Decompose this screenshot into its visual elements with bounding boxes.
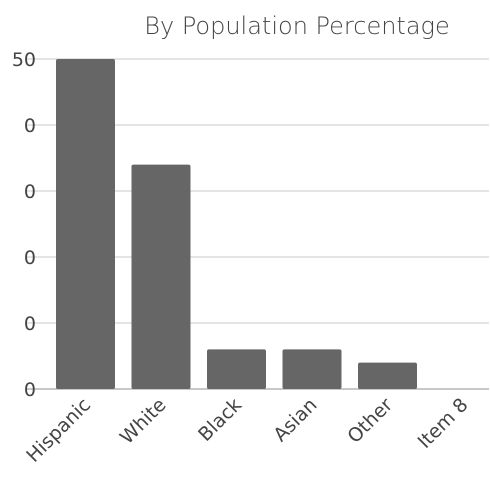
bar-asian <box>282 349 342 389</box>
bar-black <box>207 349 266 389</box>
chart-title: By Population Percentage <box>144 12 449 40</box>
x-tick-label: Asian <box>269 394 321 446</box>
x-tick-label: Other <box>343 394 397 448</box>
x-tick-label: Black <box>194 394 246 446</box>
y-tick-label: 0 <box>24 313 36 335</box>
bar-other <box>358 362 417 389</box>
x-axis-labels: Hispanic White Black Asian Other Item 8 <box>22 394 472 467</box>
bars <box>56 59 417 389</box>
y-tick-label: 50 <box>12 49 36 71</box>
bar-hispanic <box>56 59 115 389</box>
y-tick-label: 0 <box>24 181 36 203</box>
y-tick-label: 0 <box>24 247 36 269</box>
y-tick-label: 0 <box>24 115 36 137</box>
y-axis-ticks: 50 0 0 0 0 0 <box>12 49 36 401</box>
y-tick-label: 0 <box>24 379 36 401</box>
x-tick-label: White <box>116 394 171 449</box>
x-tick-label: Hispanic <box>22 394 95 467</box>
bar-white <box>131 164 191 389</box>
x-tick-label: Item 8 <box>414 394 473 453</box>
